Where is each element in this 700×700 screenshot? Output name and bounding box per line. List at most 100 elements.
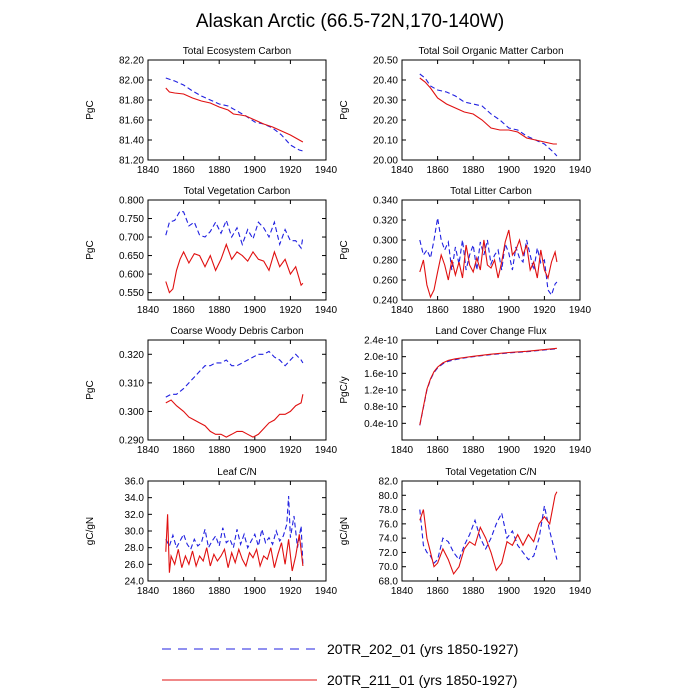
y-axis-label: PgC bbox=[339, 240, 350, 259]
x-tick-label: 1920 bbox=[279, 165, 302, 176]
y-axis-label: PgC bbox=[85, 100, 96, 119]
x-tick-label: 1900 bbox=[244, 586, 267, 597]
y-tick-label: 34.0 bbox=[125, 493, 145, 504]
y-tick-label: 0.260 bbox=[373, 276, 398, 287]
panel-title: Land Cover Change Flux bbox=[435, 326, 546, 337]
y-tick-label: 72.0 bbox=[379, 548, 399, 559]
x-tick-label: 1940 bbox=[569, 165, 592, 176]
y-tick-label: 74.0 bbox=[379, 534, 399, 545]
y-axis-label: gC/gN bbox=[339, 517, 350, 545]
y-tick-label: 36.0 bbox=[125, 477, 145, 488]
series-line-20tr-202-01 bbox=[419, 348, 557, 426]
panel-title: Total Vegetation Carbon bbox=[184, 186, 291, 197]
y-tick-label: 20.10 bbox=[373, 136, 398, 147]
series-line-20tr-211-01 bbox=[165, 87, 304, 143]
y-tick-label: 0.320 bbox=[119, 350, 144, 361]
y-tick-label: 20.30 bbox=[373, 96, 398, 107]
y-tick-label: 81.60 bbox=[119, 116, 144, 127]
y-tick-label: 1.2e-10 bbox=[364, 386, 398, 397]
panel-title: Coarse Woody Debris Carbon bbox=[170, 326, 303, 337]
y-tick-label: 0.750 bbox=[119, 214, 144, 225]
series-line-20tr-202-01 bbox=[419, 73, 558, 157]
x-tick-label: 1900 bbox=[244, 445, 267, 456]
y-tick-label: 0.320 bbox=[373, 216, 398, 227]
plot-frame bbox=[401, 339, 581, 441]
panel-title: Total Soil Organic Matter Carbon bbox=[418, 46, 563, 57]
y-tick-label: 82.0 bbox=[379, 477, 399, 488]
y-tick-label: 81.20 bbox=[119, 156, 144, 167]
panel-4: Total Litter Carbon PgC 1840 1860 1880 1900 19… bbox=[339, 186, 592, 316]
y-tick-label: 0.550 bbox=[119, 288, 144, 299]
x-tick-label: 1880 bbox=[208, 586, 231, 597]
series-line-20tr-202-01 bbox=[419, 217, 558, 297]
y-tick-label: 0.300 bbox=[119, 407, 144, 418]
x-tick-label: 1860 bbox=[426, 305, 449, 316]
x-tick-label: 1840 bbox=[137, 305, 160, 316]
x-tick-label: 1900 bbox=[498, 165, 521, 176]
x-tick-label: 1840 bbox=[137, 445, 160, 456]
y-tick-label: 78.0 bbox=[379, 505, 399, 516]
y-tick-label: 24.0 bbox=[125, 577, 145, 588]
x-tick-label: 1880 bbox=[208, 305, 231, 316]
x-tick-label: 1840 bbox=[391, 586, 414, 597]
x-tick-label: 1940 bbox=[569, 586, 592, 597]
y-tick-label: 70.0 bbox=[379, 562, 399, 573]
y-tick-label: 81.40 bbox=[119, 136, 144, 147]
y-tick-label: 28.0 bbox=[125, 543, 145, 554]
panel-5: Coarse Woody Debris Carbon PgC 1840 1860 188… bbox=[85, 326, 338, 456]
plot-frame bbox=[147, 59, 327, 161]
plot-frame bbox=[401, 59, 581, 161]
x-tick-label: 1840 bbox=[137, 165, 160, 176]
y-tick-label: 0.4e-10 bbox=[364, 419, 398, 430]
x-tick-label: 1860 bbox=[426, 165, 449, 176]
y-tick-label: 2.4e-10 bbox=[364, 336, 398, 347]
x-tick-label: 1920 bbox=[279, 586, 302, 597]
x-tick-label: 1840 bbox=[391, 305, 414, 316]
y-tick-label: 0.240 bbox=[373, 296, 398, 307]
y-tick-label: 68.0 bbox=[379, 577, 399, 588]
x-tick-label: 1940 bbox=[315, 445, 338, 456]
x-tick-label: 1940 bbox=[315, 586, 338, 597]
series-line-20tr-202-01 bbox=[165, 495, 304, 565]
panel-title: Total Litter Carbon bbox=[450, 186, 532, 197]
y-tick-label: 76.0 bbox=[379, 519, 399, 530]
x-tick-label: 1840 bbox=[391, 165, 414, 176]
y-tick-label: 0.310 bbox=[119, 378, 144, 389]
y-tick-label: 0.340 bbox=[373, 196, 398, 207]
series-line-20tr-211-01 bbox=[165, 242, 304, 294]
y-tick-label: 82.20 bbox=[119, 56, 144, 67]
y-tick-label: 20.50 bbox=[373, 56, 398, 67]
x-tick-label: 1860 bbox=[172, 305, 195, 316]
panel-2: Total Soil Organic Matter Carbon PgC 1840 1… bbox=[339, 46, 592, 176]
series-line-20tr-211-01 bbox=[165, 394, 304, 438]
y-tick-label: 0.700 bbox=[119, 233, 144, 244]
x-tick-label: 1920 bbox=[533, 165, 556, 176]
x-tick-label: 1900 bbox=[244, 305, 267, 316]
series-line-20tr-211-01 bbox=[419, 491, 558, 576]
panel-1: Total Ecosystem Carbon PgC 1840 1860 1880 190… bbox=[85, 46, 338, 176]
legend-label-211: 20TR_211_01 (yrs 1850-1927) bbox=[327, 672, 517, 688]
y-tick-label: 1.6e-10 bbox=[364, 369, 398, 380]
y-tick-label: 20.20 bbox=[373, 116, 398, 127]
plot-frame bbox=[401, 480, 581, 582]
series-line-20tr-211-01 bbox=[419, 347, 557, 426]
x-tick-label: 1880 bbox=[462, 445, 485, 456]
panel-title: Total Ecosystem Carbon bbox=[183, 46, 291, 57]
x-tick-label: 1860 bbox=[426, 586, 449, 597]
series-line-20tr-202-01 bbox=[165, 77, 304, 152]
x-tick-label: 1940 bbox=[315, 305, 338, 316]
y-tick-label: 0.600 bbox=[119, 270, 144, 281]
x-tick-label: 1880 bbox=[208, 445, 231, 456]
plot-frame bbox=[401, 199, 581, 301]
y-tick-label: 2.0e-10 bbox=[364, 352, 398, 363]
x-tick-label: 1900 bbox=[498, 305, 521, 316]
series-line-20tr-211-01 bbox=[419, 77, 557, 145]
x-tick-label: 1920 bbox=[533, 586, 556, 597]
x-tick-label: 1920 bbox=[533, 305, 556, 316]
series-line-20tr-211-01 bbox=[165, 514, 304, 573]
plot-frame bbox=[147, 199, 327, 301]
y-tick-label: 0.290 bbox=[119, 436, 144, 447]
x-tick-label: 1840 bbox=[391, 445, 414, 456]
x-tick-label: 1900 bbox=[498, 586, 521, 597]
